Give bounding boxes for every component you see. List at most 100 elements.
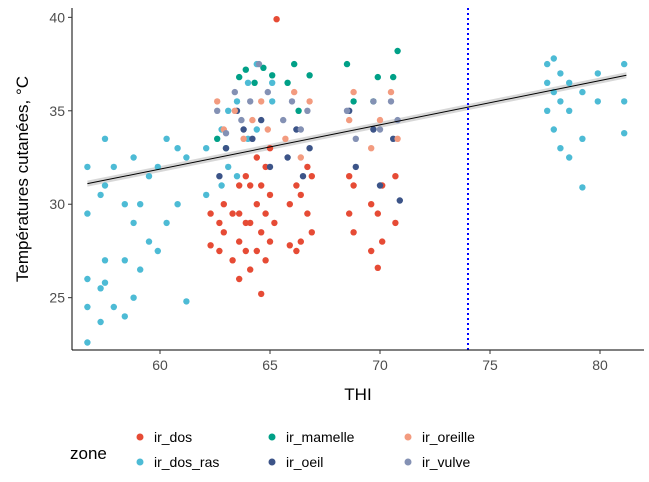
data-point-ir_dos (286, 242, 293, 249)
data-point-ir_dos (273, 16, 280, 23)
data-point-ir_dos (266, 238, 274, 245)
y-ticks: 25 30 35 40 (49, 9, 72, 306)
data-point-ir_dos_ras (101, 279, 109, 286)
data-point-ir_dos_ras (244, 135, 252, 142)
data-point-ir_dos (258, 290, 265, 298)
legend-label-ir_oeil: ir_oeil (286, 454, 323, 470)
data-point-ir_dos (216, 247, 223, 255)
data-point-ir_oeil (306, 145, 313, 152)
data-point-ir_dos_ras (557, 70, 564, 77)
trend-line-group (87, 74, 627, 185)
data-point-ir_vulve (343, 107, 351, 115)
data-point-ir_dos (220, 229, 227, 236)
data-point-ir_vulve (231, 88, 238, 96)
y-tick-label: 35 (49, 103, 65, 119)
data-point-ir_mamelle (236, 73, 243, 81)
legend-label-ir_dos: ir_dos (154, 429, 192, 445)
data-point-ir_oreille (258, 98, 265, 105)
data-point-ir_dos_ras (544, 107, 551, 115)
data-point-ir_dos (253, 247, 260, 255)
data-point-ir_oeil (376, 182, 384, 189)
data-point-ir_oreille (376, 116, 384, 124)
legend-label-ir_mamelle: ir_mamelle (286, 429, 355, 445)
data-point-ir_mamelle (390, 73, 397, 81)
data-point-ir_dos_ras (163, 135, 170, 142)
data-point-ir_dos_ras (84, 339, 91, 346)
data-point-ir_dos_ras (203, 145, 210, 152)
data-point-ir_vulve (394, 116, 401, 124)
y-axis-title: Températures cutanées, °C (13, 76, 32, 282)
data-point-ir_dos_ras (544, 60, 551, 68)
legend-title: zone (70, 444, 107, 463)
data-point-ir_dos_ras (84, 303, 91, 311)
data-point-ir_mamelle (343, 60, 351, 68)
data-point-ir_oeil (240, 126, 247, 133)
data-point-ir_dos (379, 238, 386, 245)
data-point-ir_dos (242, 247, 249, 255)
data-point-ir_dos_ras (130, 154, 137, 161)
data-point-ir_dos_ras (154, 247, 161, 255)
data-point-ir_oreille (346, 116, 353, 124)
data-point-ir_oreille (350, 88, 357, 96)
data-point-ir_dos (262, 257, 269, 264)
data-point-ir_dos_ras (225, 163, 232, 171)
data-point-ir_dos_ras (557, 145, 564, 152)
data-point-ir_dos (346, 210, 353, 217)
data-point-ir_vulve (214, 107, 221, 115)
x-axis-title: THI (344, 385, 371, 404)
legend-key-ir_dos_ras (136, 458, 144, 466)
data-point-ir_oreille (306, 98, 313, 105)
data-point-ir_dos (308, 173, 315, 180)
data-point-ir_dos (374, 210, 381, 217)
data-point-ir_dos (286, 201, 293, 208)
data-point-ir_dos (271, 219, 278, 227)
data-point-ir_oreille (282, 135, 289, 142)
data-point-ir_dos_ras (621, 60, 628, 68)
data-point-ir_oreille (214, 98, 221, 105)
legend-key-ir_mamelle (268, 433, 276, 441)
data-point-ir_vulve (297, 126, 304, 133)
x-tick-label: 75 (482, 357, 498, 373)
data-point-ir_mamelle (284, 79, 291, 87)
data-point-ir_dos (346, 173, 353, 180)
data-point-ir_oeil (299, 173, 307, 180)
data-point-ir_dos_ras (233, 98, 241, 105)
data-point-ir_vulve (352, 135, 359, 142)
data-point-ir_dos (258, 229, 265, 236)
data-point-ir_oeil (352, 163, 359, 171)
data-point-ir_dos_ras (137, 266, 144, 273)
data-point-ir_vulve (264, 88, 271, 96)
data-point-ir_dos (236, 210, 243, 217)
data-point-ir_dos_ras (145, 173, 153, 180)
data-point-ir_dos (308, 229, 315, 236)
data-point-ir_dos_ras (225, 107, 232, 115)
data-point-ir_dos (247, 219, 254, 227)
data-point-ir_dos_ras (621, 130, 628, 137)
data-point-ir_dos (236, 182, 243, 189)
data-point-ir_dos_ras (121, 313, 128, 320)
data-point-ir_dos (258, 182, 265, 189)
data-point-ir_oeil (249, 135, 256, 142)
data-point-ir_dos (236, 238, 243, 245)
trend-line (87, 74, 627, 185)
data-point-ir_dos (242, 173, 249, 180)
data-point-ir_mamelle (291, 60, 298, 68)
data-point-ir_dos_ras (579, 184, 586, 191)
data-point-ir_mamelle (251, 79, 258, 87)
data-point-ir_vulve (255, 60, 263, 68)
data-point-ir_dos (368, 247, 375, 255)
data-point-ir_dos (216, 219, 223, 227)
data-point-ir_vulve (304, 107, 311, 115)
data-point-ir_dos_ras (130, 219, 137, 227)
data-point-ir_dos_ras (244, 79, 252, 87)
x-tick-label: 65 (262, 357, 278, 373)
legend-key-ir_oeil (268, 458, 276, 466)
data-point-ir_dos_ras (566, 154, 573, 161)
data-point-ir_dos_ras (183, 298, 190, 305)
data-point-ir_mamelle (350, 98, 357, 105)
data-point-ir_oeil (370, 126, 377, 133)
data-point-ir_dos (304, 210, 311, 217)
data-point-ir_dos_ras (130, 294, 137, 301)
x-ticks: 60 65 70 75 80 (152, 350, 608, 373)
legend-label-ir_vulve: ir_vulve (422, 454, 470, 470)
